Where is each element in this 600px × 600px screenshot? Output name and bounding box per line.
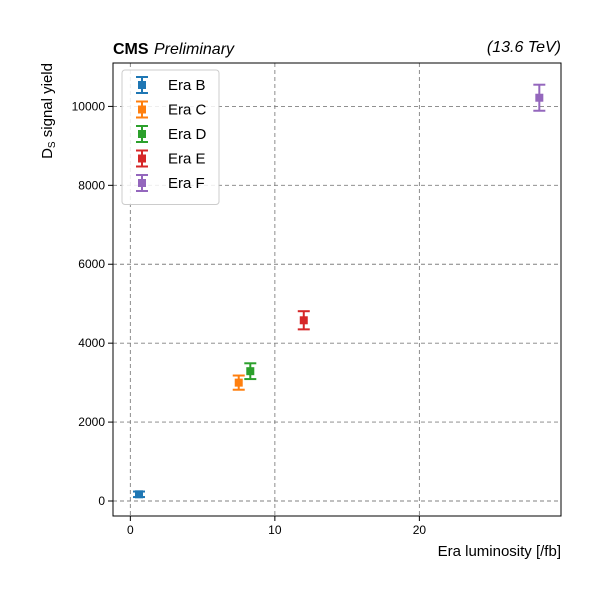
- grid-lines: [113, 63, 561, 516]
- data-point-era-f: [533, 83, 546, 112]
- legend-box: [121, 69, 220, 205]
- data-point-era-d: [244, 362, 257, 381]
- y-tick-label: 4000: [78, 336, 105, 350]
- point-era-e-marker: [299, 316, 308, 325]
- legend-label-era-c: Era C: [168, 102, 207, 119]
- energy-label: (13.6 TeV): [487, 39, 561, 56]
- legend-entry-era-f: Era F: [136, 174, 205, 192]
- legend-entry-era-b: Era B: [136, 76, 206, 94]
- data-points: [133, 83, 546, 499]
- point-era-d-marker: [246, 367, 255, 376]
- data-point-era-c: [232, 374, 245, 391]
- point-era-b-marker: [135, 490, 144, 499]
- point-era-f-marker: [535, 93, 544, 102]
- legend-label-era-b: Era B: [168, 77, 206, 94]
- status-label: Preliminary: [154, 41, 235, 58]
- legend-era-c-marker: [138, 105, 146, 114]
- legend-era-f-marker: [138, 179, 146, 187]
- y-axis-label: DS signal yield: [39, 63, 58, 159]
- legend-era-d-marker: [138, 130, 146, 138]
- plot-frame: [112, 62, 562, 517]
- y-tick-label: 10000: [72, 99, 106, 113]
- y-tick-label: 0: [98, 494, 105, 508]
- y-axis-label-rest: signal yield: [39, 63, 56, 141]
- legend-era-e-marker: [138, 154, 146, 163]
- y-axis-label-subscript: S: [47, 141, 58, 148]
- legend-label-era-e: Era E: [168, 151, 206, 168]
- legend-label-era-d: Era D: [168, 126, 207, 143]
- data-point-era-b: [133, 490, 146, 499]
- y-tick-label: 8000: [78, 178, 105, 192]
- legend: Era B Era C Era D Era E Era F: [121, 69, 220, 205]
- x-tick-label: 10: [268, 523, 282, 537]
- y-axis-label-main: D: [39, 148, 56, 159]
- x-axis-label: Era luminosity [/fb]: [438, 543, 561, 560]
- legend-entry-era-d: Era D: [136, 125, 207, 143]
- legend-era-b-marker: [138, 81, 146, 89]
- y-tick-label: 6000: [78, 257, 105, 271]
- data-point-era-e: [297, 310, 310, 331]
- y-tick-label: 2000: [78, 415, 105, 429]
- axis-ticks: 0 10 20 0 2000 4000 6000 8000 10000: [72, 99, 427, 537]
- point-era-c-marker: [234, 378, 243, 387]
- x-tick-label: 20: [413, 523, 427, 537]
- legend-entry-era-c: Era C: [136, 100, 207, 119]
- legend-label-era-f: Era F: [168, 175, 205, 192]
- legend-entry-era-e: Era E: [136, 149, 206, 168]
- experiment-label: CMS: [113, 41, 149, 58]
- x-tick-label: 0: [127, 523, 134, 537]
